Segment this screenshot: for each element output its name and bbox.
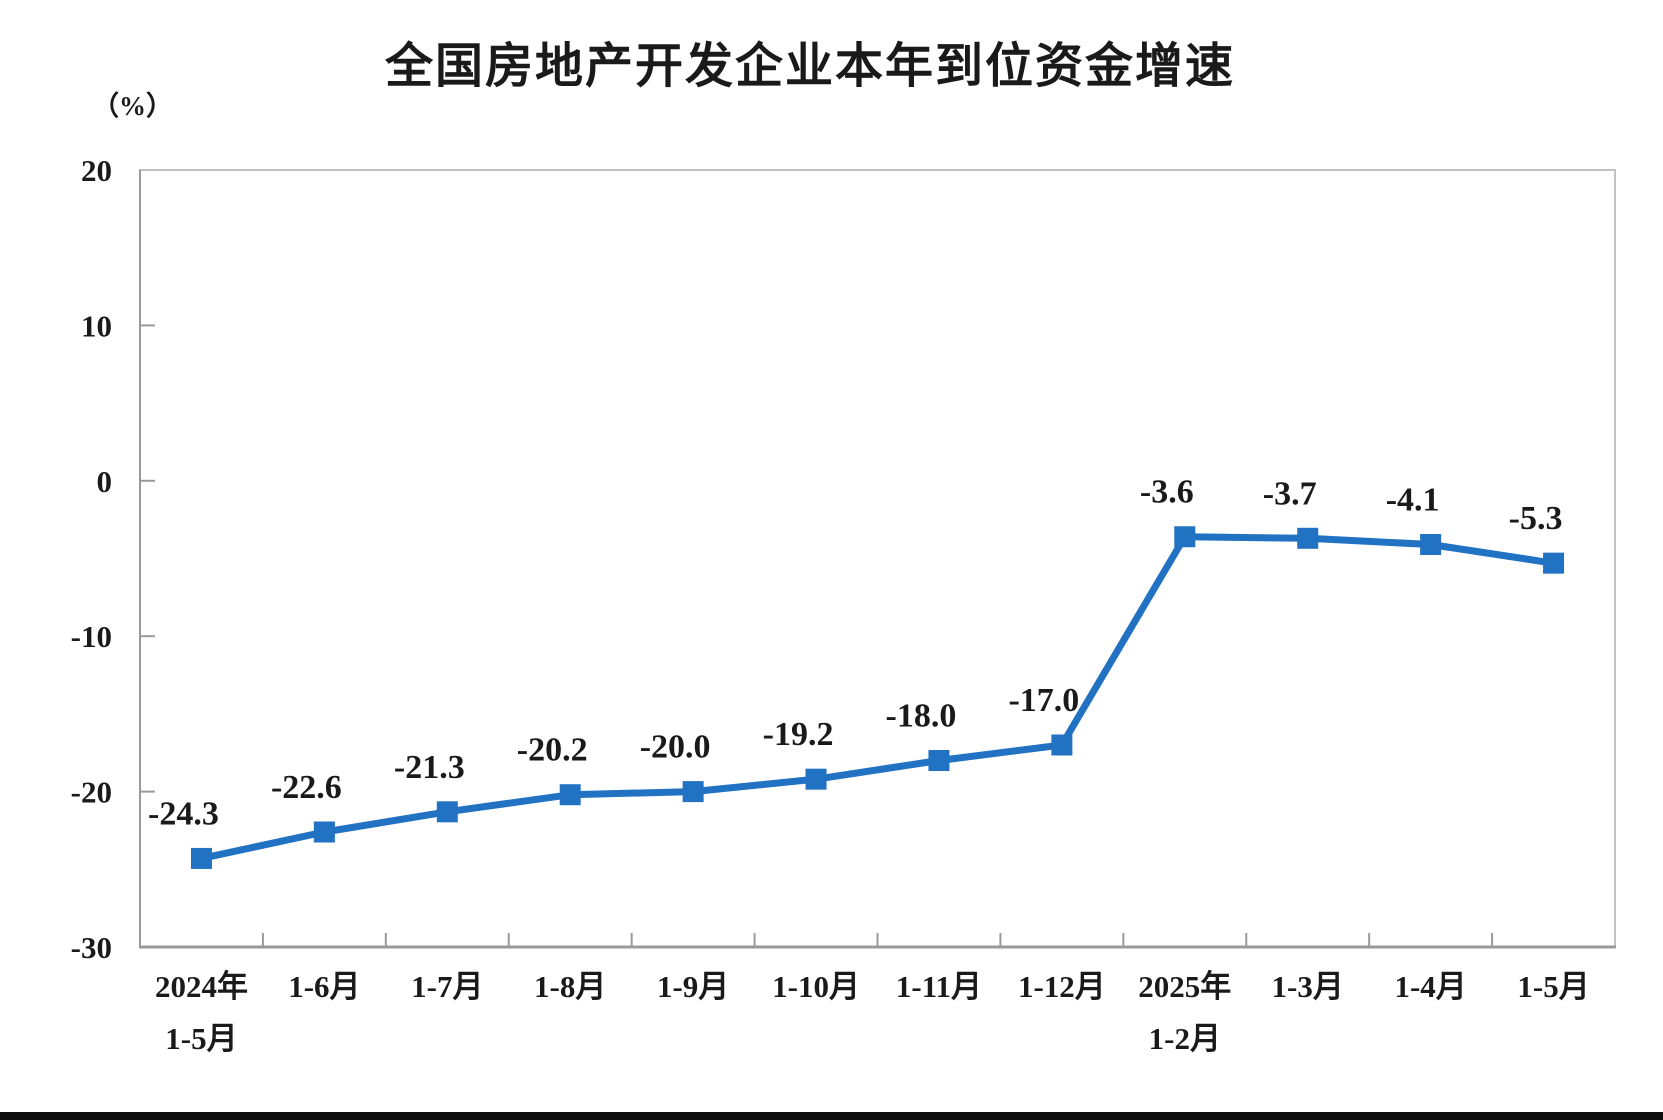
x-tick-label: 1-7月 (411, 969, 483, 1004)
x-tick-label: 1-11月 (896, 969, 982, 1004)
x-tick-label: 1-9月 (657, 969, 729, 1004)
data-point-label: -5.3 (1509, 500, 1563, 537)
x-tick-label: 1-12月 (1018, 969, 1106, 1004)
data-point-marker (559, 784, 581, 806)
data-point-marker (436, 801, 458, 823)
data-point-marker (1174, 526, 1196, 548)
data-point-marker (1297, 527, 1319, 549)
x-tick-label: 1-5月 (165, 1021, 237, 1056)
data-point-label: -19.2 (763, 716, 834, 753)
y-tick-label: 0 (97, 464, 113, 499)
x-tick-label: 1-2月 (1149, 1021, 1221, 1056)
data-point-marker (682, 781, 704, 803)
data-point-label: -18.0 (886, 698, 957, 735)
data-point-marker (1543, 552, 1565, 574)
data-point-label: -4.1 (1386, 482, 1440, 519)
y-tick-label: 20 (81, 153, 112, 188)
y-tick-label: -30 (71, 930, 112, 965)
x-tick-label: 2025年 (1138, 969, 1231, 1004)
data-point-marker (190, 847, 212, 869)
x-tick-label: 1-8月 (534, 969, 606, 1004)
x-tick-label: 1-4月 (1394, 969, 1466, 1004)
data-point-marker (1420, 534, 1442, 556)
plot-area-border (139, 169, 1616, 948)
data-point-marker (805, 768, 827, 790)
x-tick-label: 1-10月 (772, 969, 860, 1004)
y-tick-label: -10 (71, 619, 112, 654)
data-point-marker (313, 821, 335, 843)
data-point-label: -20.2 (517, 732, 588, 769)
y-tick-label: -20 (71, 775, 112, 810)
series-line (197, 533, 1558, 862)
data-point-label: -3.7 (1263, 475, 1317, 512)
data-point-label: -22.6 (271, 769, 342, 806)
y-axis-unit-label: （%） (92, 91, 173, 121)
chart-title: 全国房地产开发企业本年到位资金增速 (384, 40, 1235, 93)
y-tick-label: 10 (81, 308, 112, 343)
data-point-label: -24.3 (148, 795, 219, 832)
data-point-label: -3.6 (1140, 474, 1194, 511)
data-point-marker (928, 750, 950, 772)
data-point-label: -20.0 (640, 729, 711, 766)
x-tick-label: 1-3月 (1272, 969, 1344, 1004)
x-tick-label: 2024年 (155, 969, 248, 1004)
data-point-marker (1051, 734, 1073, 756)
data-point-label: -21.3 (394, 749, 465, 786)
bottom-divider-bar (0, 1112, 1663, 1120)
x-tick-label: 1-5月 (1517, 969, 1589, 1004)
data-point-label: -17.0 (1008, 682, 1079, 719)
x-tick-label: 1-6月 (288, 969, 360, 1004)
